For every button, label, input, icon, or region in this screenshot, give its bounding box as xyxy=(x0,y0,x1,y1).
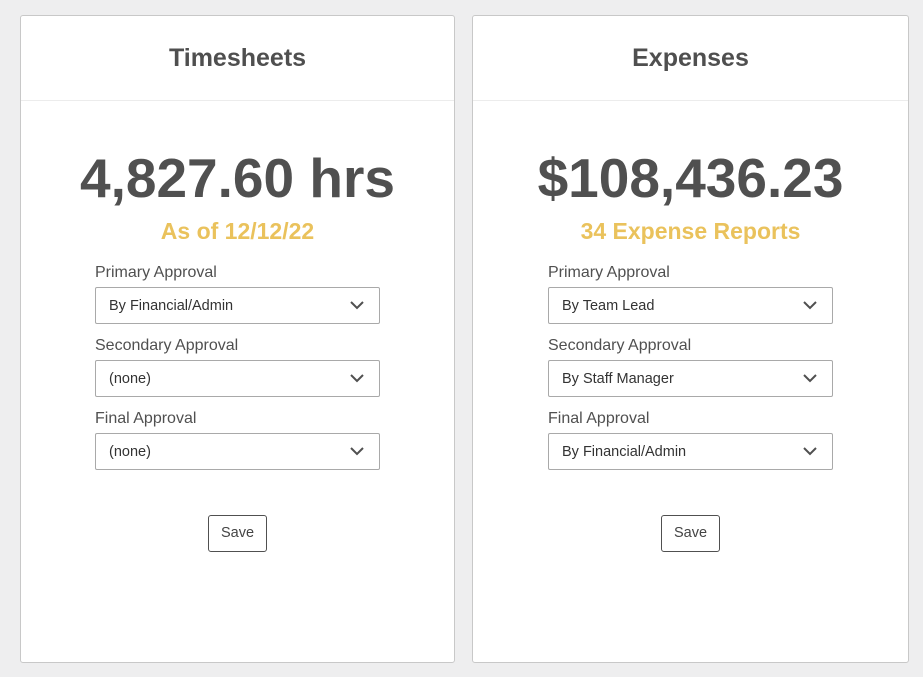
expenses-panel: Expenses $108,436.23 34 Expense Reports … xyxy=(472,15,909,663)
expenses-header: Expenses xyxy=(473,16,908,101)
chevron-down-icon xyxy=(803,374,817,383)
expenses-final-approval: Final Approval By Financial/Admin xyxy=(548,409,833,470)
timesheets-secondary-approval-select[interactable]: (none) xyxy=(95,360,380,397)
chevron-down-icon xyxy=(803,301,817,310)
timesheets-title: Timesheets xyxy=(168,43,307,72)
expenses-save-button[interactable]: Save xyxy=(660,515,721,552)
select-value: By Staff Manager xyxy=(562,370,674,387)
select-value: (none) xyxy=(109,370,151,387)
timesheets-approval-fields: Primary Approval By Financial/Admin Seco… xyxy=(95,263,380,470)
field-label: Secondary Approval xyxy=(548,337,692,354)
timesheets-total-hours: 4,827.60 hrs xyxy=(80,147,395,209)
chevron-down-icon xyxy=(350,301,364,310)
select-value: By Financial/Admin xyxy=(109,297,234,314)
select-value: By Financial/Admin xyxy=(562,443,687,460)
field-label: Secondary Approval xyxy=(95,337,239,354)
timesheets-panel: Timesheets 4,827.60 hrs As of 12/12/22 P… xyxy=(20,15,455,663)
timesheets-final-approval: Final Approval (none) xyxy=(95,409,380,470)
timesheets-final-approval-select[interactable]: (none) xyxy=(95,433,380,470)
expenses-total-amount: $108,436.23 xyxy=(537,147,844,209)
expenses-primary-approval-select[interactable]: By Team Lead xyxy=(548,287,833,324)
timesheets-as-of-date: As of 12/12/22 xyxy=(160,218,315,244)
expenses-report-count: 34 Expense Reports xyxy=(580,218,801,244)
expenses-secondary-approval: Secondary Approval By Staff Manager xyxy=(548,336,833,397)
timesheets-save-wrap: Save xyxy=(21,515,454,552)
expenses-secondary-approval-select[interactable]: By Staff Manager xyxy=(548,360,833,397)
timesheets-secondary-approval: Secondary Approval (none) xyxy=(95,336,380,397)
timesheets-primary-approval: Primary Approval By Financial/Admin xyxy=(95,263,380,324)
select-value: (none) xyxy=(109,443,151,460)
field-label: Final Approval xyxy=(548,410,650,427)
expenses-primary-approval: Primary Approval By Team Lead xyxy=(548,263,833,324)
chevron-down-icon xyxy=(350,374,364,383)
chevron-down-icon xyxy=(803,447,817,456)
expenses-save-wrap: Save xyxy=(473,515,908,552)
timesheets-header: Timesheets xyxy=(21,16,454,101)
field-label: Final Approval xyxy=(95,410,197,427)
field-label: Primary Approval xyxy=(548,264,670,281)
field-label: Primary Approval xyxy=(95,264,217,281)
chevron-down-icon xyxy=(350,447,364,456)
timesheets-primary-approval-select[interactable]: By Financial/Admin xyxy=(95,287,380,324)
select-value: By Team Lead xyxy=(562,297,655,314)
expenses-approval-fields: Primary Approval By Team Lead Secondary … xyxy=(548,263,833,470)
expenses-final-approval-select[interactable]: By Financial/Admin xyxy=(548,433,833,470)
expenses-title: Expenses xyxy=(632,43,749,72)
timesheets-save-button[interactable]: Save xyxy=(207,515,268,552)
